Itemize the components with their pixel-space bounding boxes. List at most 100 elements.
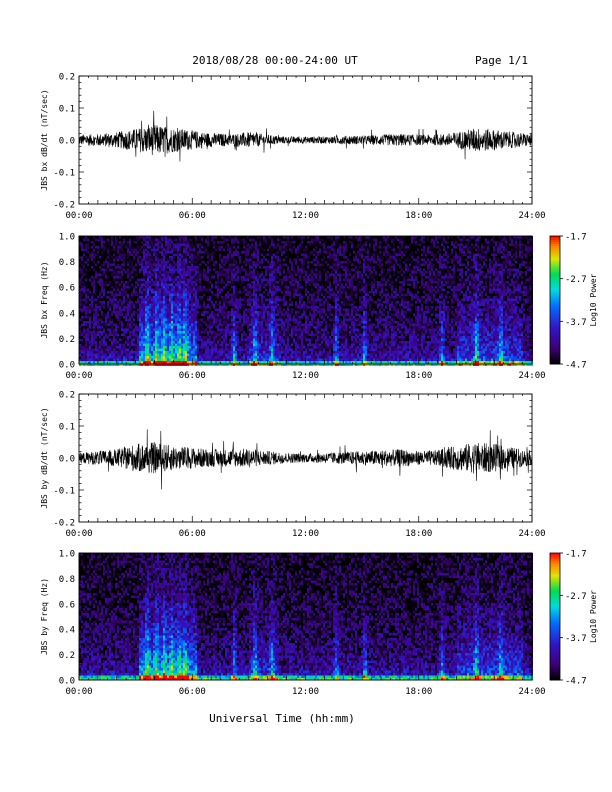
spectrogram-cell xyxy=(249,319,251,322)
spectrogram-cell xyxy=(95,274,97,277)
spectrogram-cell xyxy=(117,276,119,279)
spectrogram-cell xyxy=(157,261,159,264)
spectrogram-cell xyxy=(153,266,155,269)
spectrogram-cell xyxy=(151,301,153,304)
spectrogram-cell xyxy=(147,321,149,324)
spectrogram-cell xyxy=(217,314,219,317)
spectrogram-cell xyxy=(255,354,257,357)
spectrogram-cell xyxy=(87,309,89,312)
spectrogram-cell xyxy=(261,264,263,267)
spectrogram-cell xyxy=(179,241,181,244)
spectrogram-cell xyxy=(161,239,163,242)
spectrogram-cell xyxy=(151,334,153,337)
spectrogram-cell xyxy=(111,309,113,312)
spectrogram-cell xyxy=(155,336,157,339)
spectrogram-cell xyxy=(89,296,91,299)
spectrogram-cell xyxy=(253,304,255,307)
spectrogram-cell xyxy=(89,269,91,272)
spectrogram-cell xyxy=(255,264,257,267)
spectrogram-cell xyxy=(187,239,189,242)
spectrogram-cell xyxy=(91,321,93,324)
spectrogram-cell xyxy=(181,356,183,359)
spectrogram-cell xyxy=(203,264,205,267)
spectrogram-cell xyxy=(211,334,213,337)
spectrogram-cell xyxy=(237,259,239,262)
spectrogram-cell xyxy=(87,359,89,362)
spectrogram-cell xyxy=(129,244,131,247)
spectrogram-cell xyxy=(211,266,213,269)
spectrogram-cell xyxy=(177,291,179,294)
spectrogram-cell xyxy=(119,339,121,342)
spectrogram-cell xyxy=(171,266,173,269)
spectrogram-cell xyxy=(89,286,91,289)
spectrogram-cell xyxy=(133,306,135,309)
spectrogram-cell xyxy=(131,281,133,284)
spectrogram-cell xyxy=(203,314,205,317)
spectrogram-cell xyxy=(219,294,221,297)
spectrogram-cell xyxy=(247,261,249,264)
spectrogram-cell xyxy=(213,261,215,264)
spectrogram-cell xyxy=(85,314,87,317)
spectrogram-cell xyxy=(197,301,199,304)
spectrogram-cell xyxy=(235,346,237,349)
spectrogram-cell xyxy=(179,339,181,342)
spectrogram-cell xyxy=(195,299,197,302)
spectrogram-cell xyxy=(153,304,155,307)
spectrogram-cell xyxy=(227,361,229,364)
spectrogram-cell xyxy=(223,301,225,304)
spectrogram-cell xyxy=(209,309,211,312)
spectrogram-cell xyxy=(97,266,99,269)
spectrogram-cell xyxy=(97,294,99,297)
spectrogram-cell xyxy=(223,324,225,327)
spectrogram-cell xyxy=(89,254,91,257)
spectrogram-cell xyxy=(227,316,229,319)
spectrogram-cell xyxy=(225,334,227,337)
spectrogram-cell xyxy=(249,244,251,247)
spectrogram-cell xyxy=(245,324,247,327)
spectrogram-cell xyxy=(211,279,213,282)
spectrogram-cell xyxy=(261,319,263,322)
spectrogram-cell xyxy=(137,261,139,264)
spectrogram-cell xyxy=(81,244,83,247)
spectrogram-cell xyxy=(135,294,137,297)
spectrogram-cell xyxy=(145,274,147,277)
spectrogram-cell xyxy=(129,274,131,277)
spectrogram-cell xyxy=(197,294,199,297)
spectrogram-cell xyxy=(189,254,191,257)
spectrogram-cell xyxy=(103,331,105,334)
spectrogram-cell xyxy=(167,331,169,334)
spectrogram-cell xyxy=(133,291,135,294)
spectrogram-cell xyxy=(113,254,115,257)
spectrogram-cell xyxy=(253,239,255,242)
spectrogram-cell xyxy=(127,311,129,314)
spectrogram-cell xyxy=(115,284,117,287)
spectrogram-cell xyxy=(209,261,211,264)
spectrogram-cell xyxy=(127,286,129,289)
spectrogram-cell xyxy=(243,336,245,339)
spectrogram-cell xyxy=(255,339,257,342)
spectrogram-cell xyxy=(201,244,203,247)
spectrogram-cell xyxy=(157,301,159,304)
spectrogram-cell xyxy=(225,349,227,352)
spectrogram-cell xyxy=(97,291,99,294)
spectrogram-cell xyxy=(81,329,83,332)
spectrogram-cell xyxy=(247,314,249,317)
spectrogram-cell xyxy=(185,284,187,287)
spectrogram-cell xyxy=(89,246,91,249)
spectrogram-cell xyxy=(245,321,247,324)
spectrogram-cell xyxy=(141,269,143,272)
spectrogram-cell xyxy=(181,294,183,297)
spectrogram-cell xyxy=(193,279,195,282)
spectrogram-cell xyxy=(235,259,237,262)
spectrogram-cell xyxy=(135,256,137,259)
spectrogram-cell xyxy=(145,291,147,294)
spectrogram-cell xyxy=(115,326,117,329)
spectrogram-cell xyxy=(261,359,263,362)
spectrogram-cell xyxy=(155,331,157,334)
spectrogram-cell xyxy=(199,264,201,267)
spectrogram-cell xyxy=(241,334,243,337)
spectrogram-cell xyxy=(205,321,207,324)
spectrogram-cell xyxy=(167,349,169,352)
spectrogram-cell xyxy=(219,336,221,339)
spectrogram-cell xyxy=(203,339,205,342)
